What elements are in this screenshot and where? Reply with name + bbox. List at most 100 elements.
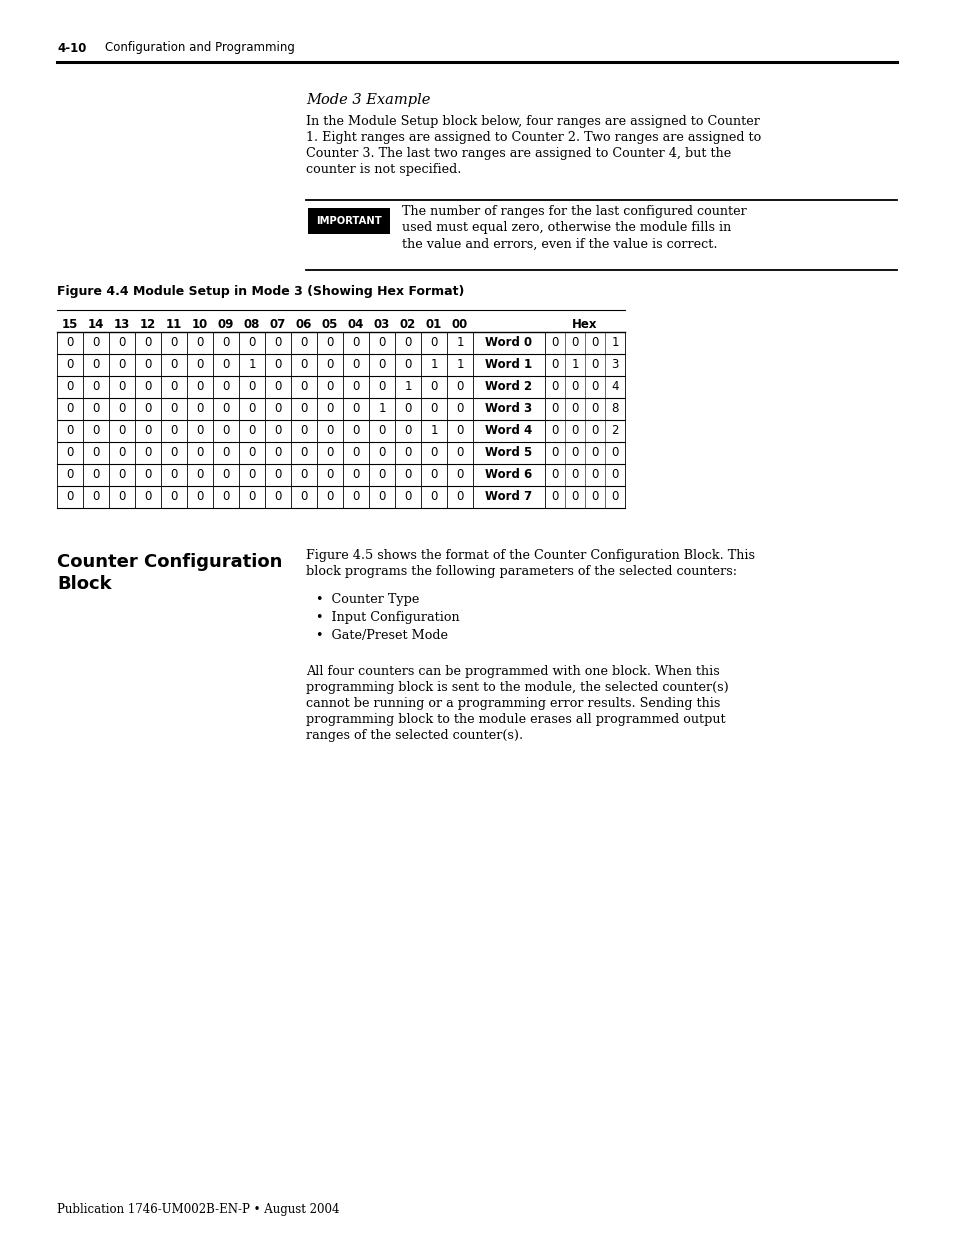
Text: 0: 0	[352, 425, 359, 437]
Text: Counter 3. The last two ranges are assigned to Counter 4, but the: Counter 3. The last two ranges are assig…	[306, 147, 731, 161]
Text: 0: 0	[571, 468, 578, 482]
Text: 0: 0	[551, 336, 558, 350]
Text: 0: 0	[352, 358, 359, 372]
Text: used must equal zero, otherwise the module fills in: used must equal zero, otherwise the modu…	[401, 221, 731, 235]
Text: 0: 0	[248, 425, 255, 437]
Text: 0: 0	[378, 358, 385, 372]
Text: Block: Block	[57, 576, 112, 593]
Text: 0: 0	[591, 468, 598, 482]
Text: Counter Configuration: Counter Configuration	[57, 553, 282, 571]
Text: 11: 11	[166, 317, 182, 331]
Text: cannot be running or a programming error results. Sending this: cannot be running or a programming error…	[306, 698, 720, 710]
Text: 0: 0	[404, 358, 412, 372]
Text: 0: 0	[144, 403, 152, 415]
Text: 0: 0	[378, 380, 385, 394]
Text: 0: 0	[591, 447, 598, 459]
Text: Word 1: Word 1	[485, 358, 532, 372]
Text: 0: 0	[144, 490, 152, 504]
Text: 0: 0	[300, 403, 308, 415]
Text: 0: 0	[591, 358, 598, 372]
Text: 0: 0	[571, 447, 578, 459]
Text: 0: 0	[196, 358, 204, 372]
Text: 0: 0	[404, 490, 412, 504]
Text: 0: 0	[118, 336, 126, 350]
Text: 0: 0	[171, 468, 177, 482]
Text: 0: 0	[274, 358, 281, 372]
Text: Word 4: Word 4	[485, 425, 532, 437]
Text: 0: 0	[274, 425, 281, 437]
Text: 0: 0	[118, 425, 126, 437]
Text: •  Input Configuration: • Input Configuration	[315, 611, 459, 625]
Text: 0: 0	[274, 336, 281, 350]
Text: 0: 0	[67, 447, 73, 459]
Text: 4: 4	[611, 380, 618, 394]
Text: 0: 0	[300, 447, 308, 459]
Text: 0: 0	[196, 336, 204, 350]
Text: Mode 3 Example: Mode 3 Example	[306, 93, 430, 107]
Text: 0: 0	[430, 490, 437, 504]
Text: Hex: Hex	[572, 317, 598, 331]
Text: 0: 0	[404, 468, 412, 482]
Text: 0: 0	[456, 468, 463, 482]
Text: 0: 0	[118, 380, 126, 394]
Text: 1: 1	[456, 336, 463, 350]
Text: 0: 0	[118, 358, 126, 372]
Text: 0: 0	[378, 447, 385, 459]
Text: 00: 00	[452, 317, 468, 331]
Text: 05: 05	[321, 317, 337, 331]
Text: 0: 0	[92, 336, 99, 350]
Text: 0: 0	[352, 380, 359, 394]
Text: 0: 0	[222, 380, 230, 394]
Text: IMPORTANT: IMPORTANT	[315, 216, 381, 226]
Text: 0: 0	[571, 425, 578, 437]
Text: 06: 06	[295, 317, 312, 331]
Text: 0: 0	[456, 447, 463, 459]
Text: 0: 0	[274, 490, 281, 504]
Text: 0: 0	[352, 468, 359, 482]
Text: 0: 0	[222, 425, 230, 437]
Text: 0: 0	[404, 425, 412, 437]
Text: 0: 0	[67, 490, 73, 504]
Text: 0: 0	[196, 380, 204, 394]
Text: 0: 0	[326, 468, 334, 482]
Text: 1: 1	[404, 380, 412, 394]
Text: 0: 0	[248, 490, 255, 504]
Text: •  Gate/Preset Mode: • Gate/Preset Mode	[315, 630, 448, 642]
Text: 0: 0	[248, 336, 255, 350]
Text: 0: 0	[430, 468, 437, 482]
Text: programming block to the module erases all programmed output: programming block to the module erases a…	[306, 714, 725, 726]
Text: 0: 0	[591, 403, 598, 415]
Text: 0: 0	[144, 447, 152, 459]
Text: 0: 0	[92, 468, 99, 482]
Text: 2: 2	[611, 425, 618, 437]
Text: 0: 0	[352, 447, 359, 459]
Text: Publication 1746-UM002B-EN-P • August 2004: Publication 1746-UM002B-EN-P • August 20…	[57, 1203, 339, 1216]
Text: The number of ranges for the last configured counter: The number of ranges for the last config…	[401, 205, 746, 219]
Text: 0: 0	[551, 447, 558, 459]
Text: 0: 0	[430, 403, 437, 415]
Text: 0: 0	[118, 403, 126, 415]
Text: 0: 0	[248, 403, 255, 415]
Bar	[308, 207, 390, 233]
Text: 03: 03	[374, 317, 390, 331]
Text: 0: 0	[196, 447, 204, 459]
Text: 0: 0	[378, 336, 385, 350]
Text: 0: 0	[326, 425, 334, 437]
Text: 1: 1	[430, 358, 437, 372]
Text: 0: 0	[274, 403, 281, 415]
Text: 0: 0	[92, 447, 99, 459]
Text: 0: 0	[591, 490, 598, 504]
Text: 0: 0	[67, 468, 73, 482]
Text: 0: 0	[144, 358, 152, 372]
Text: 0: 0	[571, 403, 578, 415]
Text: 0: 0	[196, 425, 204, 437]
Text: 1: 1	[611, 336, 618, 350]
Text: 0: 0	[352, 490, 359, 504]
Text: 15: 15	[62, 317, 78, 331]
Text: 0: 0	[196, 490, 204, 504]
Text: 0: 0	[326, 490, 334, 504]
Text: 0: 0	[551, 403, 558, 415]
Text: Word 7: Word 7	[485, 490, 532, 504]
Text: 1: 1	[456, 358, 463, 372]
Text: 0: 0	[144, 336, 152, 350]
